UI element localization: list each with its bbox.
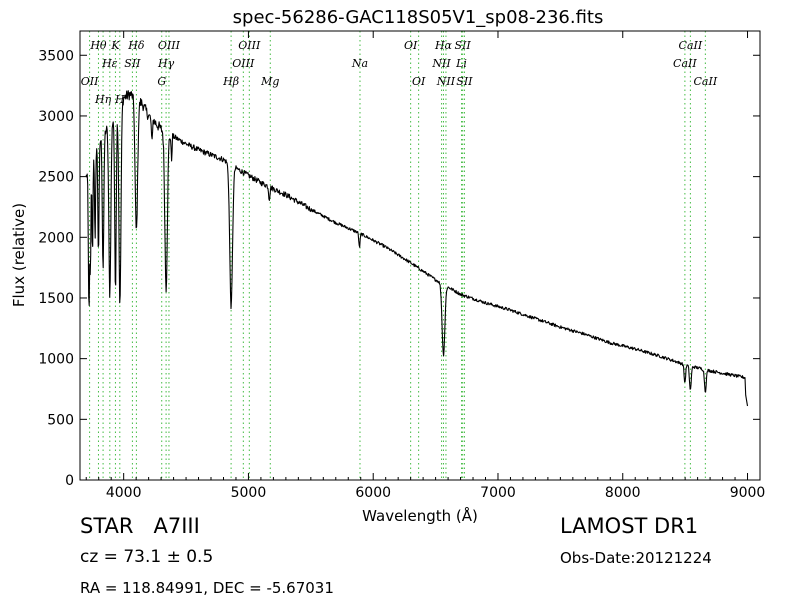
- x-tick-label: 8000: [605, 485, 641, 501]
- marker-label: CaII: [679, 39, 703, 52]
- y-tick-label: 500: [47, 412, 74, 428]
- spectral-line-markers: OII Hθ Hη Hε K H SII Hδ OIII Hγ G OIII OIII Hβ Mg Na OI O…: [81, 31, 718, 480]
- x-axis-label: Wavelength (Å): [362, 506, 478, 525]
- marker-label: Li: [455, 57, 467, 70]
- redshift-value: cz = 73.1 ± 0.5: [80, 547, 214, 567]
- marker-label: Hγ: [157, 57, 175, 70]
- marker-label: NII: [431, 57, 451, 70]
- marker-label: Na: [351, 57, 368, 70]
- x-tick-label: 5000: [231, 485, 267, 501]
- marker-label: OII: [81, 75, 99, 88]
- marker-label: SII: [455, 39, 472, 52]
- object-class: STAR A7III: [80, 514, 200, 538]
- coordinates: RA = 118.84991, DEC = -5.67031: [80, 579, 334, 597]
- obs-date: Obs-Date:20121224: [560, 549, 712, 567]
- marker-label: Mg: [260, 75, 279, 88]
- marker-label: K: [110, 39, 120, 52]
- marker-label: G: [157, 75, 166, 88]
- marker-label: SII: [124, 57, 141, 70]
- marker-label: OIII: [232, 57, 255, 70]
- marker-label: OI: [412, 75, 426, 88]
- marker-label: H: [114, 93, 125, 106]
- marker-label: Hβ: [222, 75, 239, 88]
- y-tick-label: 1000: [38, 352, 74, 368]
- class-label: STAR: [80, 514, 134, 538]
- y-tick-label: 2500: [38, 170, 74, 186]
- marker-label: Hα: [434, 39, 453, 52]
- marker-label: OIII: [158, 39, 181, 52]
- y-tick-label: 3500: [38, 48, 74, 64]
- plot-frame: [79, 30, 761, 481]
- marker-label: CaII: [673, 57, 697, 70]
- marker-label: NII: [436, 75, 456, 88]
- y-axis-label: Flux (relative): [10, 203, 28, 307]
- marker-label: Hε: [101, 57, 118, 70]
- marker-label: CaII: [694, 75, 718, 88]
- chart-title: spec-56286-GAC118S05V1_sp08-236.fits: [233, 7, 604, 28]
- marker-label: OIII: [238, 39, 261, 52]
- x-tick-label: 7000: [480, 485, 516, 501]
- y-tick-label: 0: [65, 473, 74, 489]
- y-tick-label: 1500: [38, 291, 74, 307]
- subclass-label: A7III: [153, 514, 200, 538]
- spectrum-line: [85, 90, 749, 407]
- y-tick-label: 2000: [38, 230, 74, 246]
- axis-ticks: 4000 5000 6000 7000 8000 9000 0 500 1000 1500 2000…: [38, 31, 765, 501]
- y-tick-label: 3000: [38, 109, 74, 125]
- x-tick-label: 4000: [106, 485, 142, 501]
- survey-name: LAMOST DR1: [560, 514, 699, 538]
- marker-label: SII: [456, 75, 473, 88]
- marker-label: OI: [404, 39, 418, 52]
- marker-label: Hη: [94, 93, 112, 106]
- marker-label: Hδ: [127, 39, 145, 52]
- x-tick-label: 6000: [355, 485, 391, 501]
- marker-label: Hθ: [89, 39, 107, 52]
- x-tick-label: 9000: [730, 485, 766, 501]
